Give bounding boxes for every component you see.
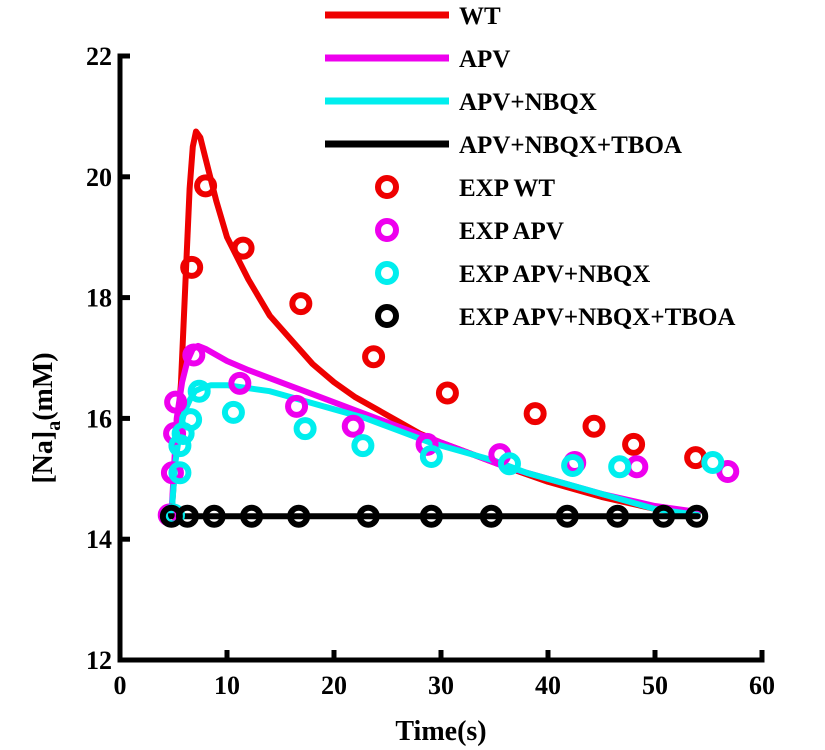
legend-label: WT [459, 3, 501, 30]
data-point-exp-apv [341, 414, 365, 438]
data-point-exp-wt [523, 402, 547, 426]
legend-label: EXP APV [459, 218, 564, 245]
data-point-exp-apv-nbqx-tboa [606, 504, 630, 528]
x-tick-label: 10 [214, 671, 240, 700]
data-point-exp-apv-nbqx [179, 408, 203, 432]
data-point-exp-apv [285, 394, 309, 418]
data-point-exp-apv-nbqx [168, 434, 192, 458]
y-tick-label: 16 [86, 404, 112, 433]
y-axis-label-unit: (mM) [28, 352, 59, 420]
data-point-exp-apv-nbqx [561, 454, 585, 478]
experimental-markers [157, 174, 740, 528]
data-point-exp-apv-nbqx [221, 400, 245, 424]
data-point-exp-wt [231, 236, 255, 260]
x-tick-label: 20 [321, 671, 347, 700]
legend-label: EXP APV+NBQX [459, 261, 650, 288]
legend-label: EXP APV+NBQX+TBOA [459, 304, 735, 331]
legend-entry-apv: APV [325, 46, 510, 73]
y-axis-label-main: [Na] [28, 431, 59, 484]
x-tick-label: 30 [428, 671, 454, 700]
data-point-exp-apv-nbqx [351, 434, 375, 458]
data-point-exp-apv-nbqx-tboa [287, 504, 311, 528]
y-tick-label: 18 [86, 284, 112, 313]
data-point-exp-wt [435, 381, 459, 405]
legend-swatch [375, 218, 399, 242]
data-point-exp-apv [182, 343, 206, 367]
y-tick-label: 12 [86, 646, 112, 675]
data-point-exp-wt [622, 432, 646, 456]
legend-label: APV+NBQX+TBOA [459, 132, 682, 159]
data-point-exp-apv-nbqx-tboa [240, 504, 264, 528]
data-point-exp-wt [289, 292, 313, 316]
legend: WT APV APV+NBQX APV+NBQX+TBOA EXP WT EXP APV E… [325, 3, 735, 331]
legend-entry-apv-nbqx-tboa: APV+NBQX+TBOA [325, 132, 682, 159]
data-point-exp-wt [194, 174, 218, 198]
y-ticks: 12 14 16 18 20 22 [86, 42, 130, 675]
legend-label: APV+NBQX [459, 89, 597, 116]
data-point-exp-apv-nbqx-tboa [555, 504, 579, 528]
data-point-exp-wt [180, 255, 204, 279]
data-point-exp-apv-nbqx-tboa [685, 504, 709, 528]
legend-entry-apv-nbqx: APV+NBQX [325, 89, 597, 116]
x-tick-label: 60 [749, 671, 775, 700]
legend-swatch [375, 261, 399, 285]
y-axis-label-subscript: a [43, 421, 65, 431]
legend-entry-exp-apv-nbqx-tboa: EXP APV+NBQX+TBOA [375, 304, 735, 331]
data-point-exp-apv-nbqx-tboa [356, 504, 380, 528]
legend-entry-exp-apv-nbqx: EXP APV+NBQX [375, 261, 650, 288]
data-point-exp-apv-nbqx [419, 444, 443, 468]
data-point-exp-apv [228, 371, 252, 395]
data-point-exp-apv [164, 390, 188, 414]
data-point-exp-apv-nbqx [168, 461, 192, 485]
legend-entry-exp-wt: EXP WT [375, 175, 555, 202]
x-tick-label: 50 [642, 671, 668, 700]
data-point-exp-apv-nbqx-tboa [479, 504, 503, 528]
legend-entry-wt: WT [325, 3, 501, 30]
y-tick-label: 14 [86, 525, 112, 554]
y-tick-label: 20 [86, 163, 112, 192]
x-ticks: 0 10 20 30 40 50 60 [114, 650, 775, 700]
y-axis-label: [Na]a(mM) [28, 352, 65, 483]
data-point-exp-apv-nbqx [187, 379, 211, 403]
series-line-apv [168, 342, 701, 518]
x-tick-label: 40 [535, 671, 561, 700]
legend-label: APV [459, 46, 510, 73]
data-point-exp-apv-nbqx [497, 452, 521, 476]
y-tick-label: 22 [86, 42, 112, 71]
x-axis-label: Time(s) [395, 716, 486, 747]
x-tick-label: 0 [114, 671, 127, 700]
data-point-exp-apv-nbqx [608, 455, 632, 479]
plot-area [157, 128, 740, 528]
legend-swatch [375, 175, 399, 199]
legend-entry-exp-apv: EXP APV [375, 218, 564, 245]
data-point-exp-apv-nbqx-tboa [175, 504, 199, 528]
data-point-exp-apv-nbqx [293, 417, 317, 441]
data-point-exp-apv-nbqx-tboa [652, 504, 676, 528]
data-point-exp-wt [582, 414, 606, 438]
legend-swatch [375, 304, 399, 328]
data-point-exp-apv-nbqx-tboa [202, 504, 226, 528]
axes: 0 10 20 30 40 50 60 12 14 16 18 20 22 [86, 42, 775, 700]
data-point-exp-apv-nbqx-tboa [419, 504, 443, 528]
data-point-exp-wt [362, 345, 386, 369]
legend-label: EXP WT [459, 175, 555, 202]
data-point-exp-apv-nbqx [701, 450, 725, 474]
